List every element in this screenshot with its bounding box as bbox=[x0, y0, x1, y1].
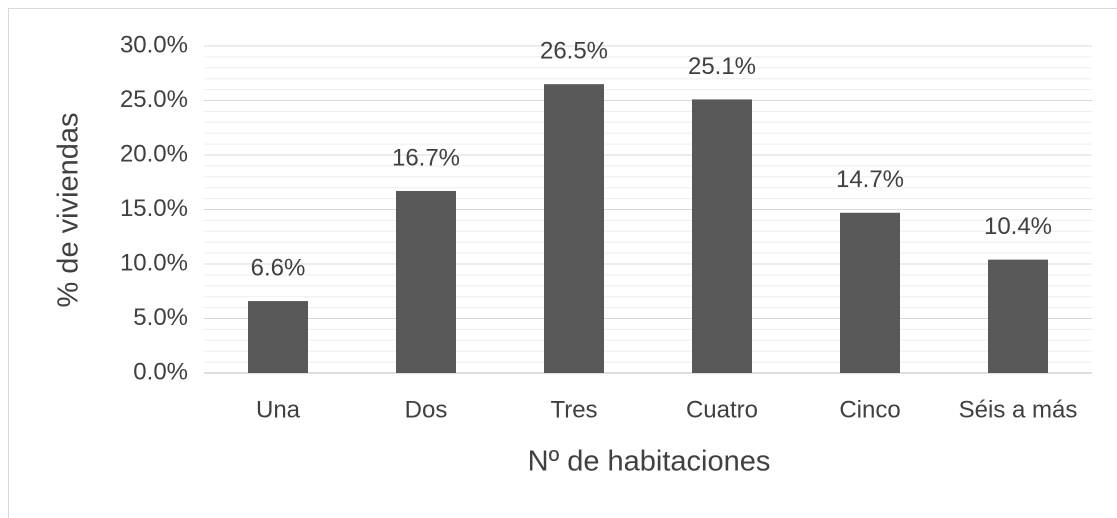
y-tick-label: 20.0% bbox=[120, 140, 188, 167]
x-tick-label: Cuatro bbox=[686, 396, 758, 423]
data-label: 6.6% bbox=[251, 254, 306, 281]
y-axis-title: % de viviendas bbox=[53, 112, 85, 307]
bar bbox=[988, 259, 1048, 373]
bar bbox=[248, 301, 308, 373]
bar bbox=[692, 99, 752, 373]
x-tick-label: Séis a más bbox=[959, 396, 1078, 423]
x-axis-title: Nº de habitaciones bbox=[528, 446, 771, 478]
x-tick-label: Una bbox=[256, 396, 301, 423]
x-tick-label: Tres bbox=[550, 396, 597, 423]
data-label: 26.5% bbox=[540, 37, 608, 64]
data-label: 10.4% bbox=[984, 213, 1052, 240]
y-tick-label: 30.0% bbox=[120, 31, 188, 58]
bar bbox=[396, 190, 456, 373]
y-tick-label: 0.0% bbox=[133, 358, 188, 385]
y-tick-label: 25.0% bbox=[120, 86, 188, 113]
data-label: 25.1% bbox=[688, 53, 756, 80]
y-tick-label: 10.0% bbox=[120, 249, 188, 276]
data-label: 14.7% bbox=[836, 166, 904, 193]
data-label: 16.7% bbox=[392, 144, 460, 171]
chart-frame bbox=[8, 8, 1117, 518]
x-tick-label: Dos bbox=[405, 396, 448, 423]
y-tick-label: 5.0% bbox=[133, 304, 188, 331]
bar bbox=[544, 84, 604, 374]
y-tick-label: 15.0% bbox=[120, 195, 188, 222]
bar bbox=[840, 212, 900, 373]
x-tick-label: Cinco bbox=[839, 396, 900, 423]
